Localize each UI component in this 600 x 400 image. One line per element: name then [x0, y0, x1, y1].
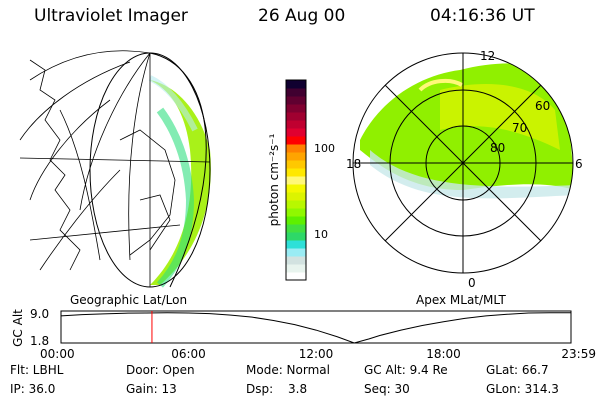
xtick-label: 23:59 — [561, 347, 596, 361]
colorbar-segment — [286, 88, 306, 97]
colorbar-segment — [286, 120, 306, 129]
colorbar-segment — [286, 80, 306, 89]
colorbar-segment — [286, 176, 306, 185]
mlt-18: 18 — [346, 157, 361, 171]
colorbar-tick-10: 10 — [314, 228, 328, 241]
mlat-80: 80 — [490, 141, 505, 155]
gcalt-chart: 00:00 06:00 12:00 18:00 23:59 — [40, 311, 596, 361]
xtick-label: 18:00 — [426, 347, 461, 361]
mlat-70: 70 — [512, 121, 527, 135]
colorbar-segment — [286, 184, 306, 193]
mlt-0: 0 — [468, 276, 476, 290]
gcalt-frame — [60, 310, 572, 344]
colorbar-segment — [286, 160, 306, 169]
colorbar-segment — [286, 208, 306, 217]
colorbar-segment — [286, 256, 306, 265]
colorbar-segment — [286, 104, 306, 113]
colorbar-segment — [286, 168, 306, 177]
colorbar-segment — [286, 264, 306, 273]
mlat-60: 60 — [535, 99, 550, 113]
status-gcalt: GC Alt: 9.4 Re — [364, 363, 448, 377]
status-mode: Mode: Normal — [246, 363, 330, 377]
xtick-label: 12:00 — [299, 347, 334, 361]
status-glon: GLon: 314.3 — [486, 382, 559, 396]
colorbar-segment — [286, 96, 306, 105]
aurora-emission — [150, 80, 211, 285]
apex-caption: Apex MLat/MLT — [416, 293, 506, 307]
ytick-1.8: 1.8 — [30, 334, 49, 348]
colorbar-segment — [286, 200, 306, 209]
xtick-label: 00:00 — [40, 347, 75, 361]
colorbar-segment — [286, 144, 306, 153]
xtick-label: 06:00 — [171, 347, 206, 361]
status-dsp-label: Dsp: — [246, 382, 274, 396]
colorbar-segment — [286, 224, 306, 233]
colorbar-segment — [286, 272, 306, 281]
colorbar-segment — [286, 136, 306, 145]
instrument-title: Ultraviolet Imager — [34, 6, 188, 26]
gcalt-line — [60, 312, 571, 344]
status-gain: Gain: 13 — [126, 382, 177, 396]
colorbar-segment — [286, 112, 306, 121]
colorbar-segment — [286, 216, 306, 225]
colorbar-segment — [286, 152, 306, 161]
status-dsp-value: 3.8 — [288, 382, 308, 396]
mlt-6: 6 — [575, 157, 583, 171]
colorbar-segment — [286, 128, 306, 137]
status-door: Door: Open — [126, 363, 195, 377]
mlt-12: 12 — [480, 49, 495, 63]
colorbar-tick-100: 100 — [314, 142, 335, 155]
status-glat: GLat: 66.7 — [486, 363, 549, 377]
polar-map — [352, 52, 574, 274]
gcalt-ylabel: GC Alt — [11, 309, 25, 347]
geographic-caption: Geographic Lat/Lon — [70, 293, 187, 307]
colorbar — [285, 79, 307, 281]
colorbar-segment — [286, 192, 306, 201]
colorbar-segment — [286, 232, 306, 241]
status-flt: Flt: LBHL — [10, 363, 64, 377]
status-seq: Seq: 30 — [364, 382, 410, 396]
time-label: 04:16:36 UT — [430, 6, 535, 26]
colorbar-segment — [286, 240, 306, 249]
date-label: 26 Aug 00 — [258, 6, 346, 26]
colorbar-label: photon cm⁻²s⁻¹ — [267, 133, 281, 226]
status-ip: IP: 36.0 — [10, 382, 56, 396]
geographic-map — [19, 50, 211, 288]
ytick-9: 9.0 — [30, 307, 49, 321]
colorbar-segment — [286, 248, 306, 257]
colorbar-frame — [285, 79, 307, 281]
